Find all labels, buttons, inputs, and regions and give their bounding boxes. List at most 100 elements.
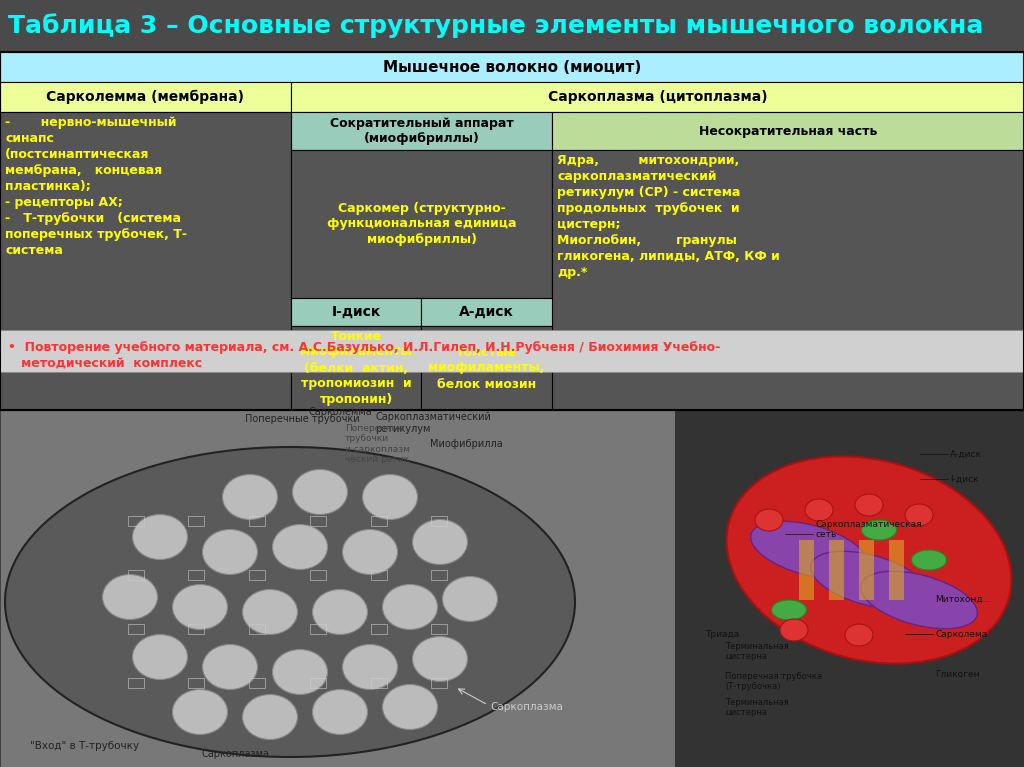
Bar — [310, 678, 326, 688]
Bar — [431, 678, 447, 688]
Text: I-диск: I-диск — [332, 305, 381, 319]
Bar — [310, 570, 326, 580]
Bar — [0, 52, 1024, 82]
Text: Терминальная
цистерна: Терминальная цистерна — [725, 698, 788, 717]
Bar — [421, 298, 552, 326]
Ellipse shape — [845, 624, 873, 646]
Ellipse shape — [293, 469, 347, 515]
Text: Митохонд...: Митохонд... — [935, 595, 991, 604]
Text: Саркоплазма: Саркоплазма — [201, 749, 269, 759]
Ellipse shape — [771, 600, 807, 620]
Bar — [371, 570, 387, 580]
Bar — [291, 82, 1024, 112]
Bar — [249, 678, 265, 688]
Ellipse shape — [413, 637, 468, 682]
Bar — [431, 624, 447, 634]
Bar — [0, 82, 291, 112]
Ellipse shape — [172, 690, 227, 735]
Text: Триада: Триада — [705, 630, 739, 639]
Bar — [829, 540, 844, 600]
Bar — [0, 52, 1024, 410]
Bar — [799, 540, 814, 600]
Text: Сократительный аппарат
(миофибриллы): Сократительный аппарат (миофибриллы) — [330, 117, 513, 145]
Ellipse shape — [272, 525, 328, 570]
Ellipse shape — [905, 504, 933, 526]
Bar — [249, 516, 265, 526]
Bar — [128, 570, 143, 580]
Bar — [859, 540, 874, 600]
Ellipse shape — [727, 456, 1012, 663]
Ellipse shape — [243, 590, 298, 634]
Text: Толстые
миофиламенты,
белок миозин: Толстые миофиламенты, белок миозин — [428, 345, 545, 390]
Bar — [291, 326, 421, 410]
Bar — [188, 516, 205, 526]
Bar — [0, 372, 675, 767]
Ellipse shape — [780, 619, 808, 641]
Text: •  Повторение учебного материала, см. А.С.Базулько, И.Л.Гилеп, И.Н.Рубченя / Био: • Повторение учебного материала, см. А.С… — [8, 341, 720, 354]
Bar — [889, 540, 904, 600]
Text: Терминальная
цистерна: Терминальная цистерна — [725, 642, 788, 661]
Ellipse shape — [861, 571, 977, 629]
Ellipse shape — [855, 494, 883, 516]
Bar — [431, 516, 447, 526]
Bar — [128, 678, 143, 688]
Bar — [421, 326, 552, 410]
Ellipse shape — [203, 529, 257, 574]
Bar — [431, 570, 447, 580]
Text: методический  комплекс: методический комплекс — [8, 357, 202, 370]
Text: Саркоплазма (цитоплазма): Саркоплазма (цитоплазма) — [548, 90, 767, 104]
Bar — [249, 570, 265, 580]
Text: I-диск: I-диск — [950, 475, 979, 484]
Text: Гликоген: Гликоген — [935, 670, 980, 679]
Ellipse shape — [442, 577, 498, 621]
Ellipse shape — [172, 584, 227, 630]
Text: Таблица 3 – Основные структурные элементы мышечного волокна: Таблица 3 – Основные структурные элемент… — [8, 14, 983, 38]
Ellipse shape — [132, 634, 187, 680]
Text: -       нервно-мышечный
синапс
(постсинаптическая
мембрана,   концевая
пластинка: - нервно-мышечный синапс (постсинаптичес… — [5, 116, 187, 257]
Ellipse shape — [861, 520, 896, 540]
Bar — [188, 624, 205, 634]
Ellipse shape — [911, 550, 946, 570]
Ellipse shape — [342, 644, 397, 690]
Text: Сарколема: Сарколема — [935, 630, 987, 639]
Ellipse shape — [312, 590, 368, 634]
Text: А-диск: А-диск — [459, 305, 514, 319]
Bar — [371, 678, 387, 688]
Bar — [291, 112, 552, 150]
Bar — [371, 516, 387, 526]
Bar — [128, 516, 143, 526]
Bar — [0, 112, 291, 410]
Text: Поперечные трубочки: Поперечные трубочки — [245, 414, 359, 424]
Text: Сарколемма (мембрана): Сарколемма (мембрана) — [46, 90, 245, 104]
Bar — [291, 298, 421, 326]
Ellipse shape — [272, 650, 328, 694]
Text: А-диск: А-диск — [950, 450, 982, 459]
Ellipse shape — [805, 499, 833, 521]
Text: Саркоплазматическая
сеть: Саркоплазматическая сеть — [815, 519, 922, 539]
Bar — [310, 516, 326, 526]
Ellipse shape — [383, 584, 437, 630]
Text: Саркоплазма: Саркоплазма — [490, 702, 563, 712]
Text: Мышечное волокно (миоцит): Мышечное волокно (миоцит) — [383, 60, 641, 74]
Bar — [188, 570, 205, 580]
Bar — [0, 330, 1024, 372]
Bar — [188, 678, 205, 688]
Text: Сарколемма: Сарколемма — [308, 407, 372, 417]
Ellipse shape — [811, 551, 928, 609]
Bar — [310, 624, 326, 634]
Ellipse shape — [222, 475, 278, 519]
Bar — [0, 0, 1024, 52]
Text: Саркоплазматический
ретикулум: Саркоплазматический ретикулум — [375, 413, 490, 434]
Text: "Вход" в Т-трубочку: "Вход" в Т-трубочку — [30, 741, 139, 751]
Bar — [371, 624, 387, 634]
Text: Саркомер (структурно-
функциональная единица
миофибриллы): Саркомер (структурно- функциональная еди… — [327, 202, 516, 246]
Bar — [552, 150, 1024, 410]
Ellipse shape — [413, 519, 468, 565]
Ellipse shape — [5, 447, 575, 757]
Bar — [249, 624, 265, 634]
Ellipse shape — [203, 644, 257, 690]
Bar — [128, 624, 143, 634]
Ellipse shape — [342, 529, 397, 574]
Ellipse shape — [132, 515, 187, 559]
Bar — [552, 112, 1024, 150]
